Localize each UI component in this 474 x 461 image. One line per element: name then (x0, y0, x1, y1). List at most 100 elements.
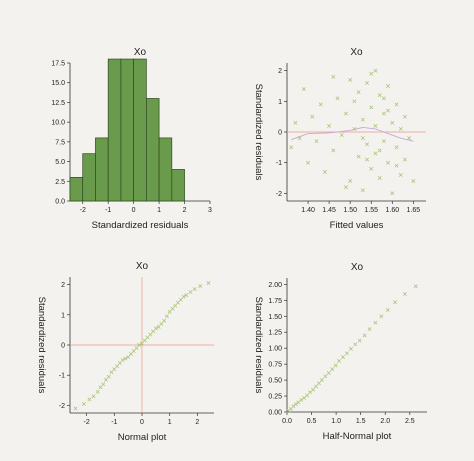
data-point (369, 105, 374, 110)
smooth-line (291, 126, 414, 142)
data-point (348, 179, 353, 184)
data-point (181, 294, 186, 299)
y-tick-label: 0.25 (268, 394, 282, 401)
data-point (352, 99, 357, 104)
data-point (115, 364, 120, 369)
data-point (362, 333, 367, 338)
data-point (286, 408, 291, 413)
data-point (322, 169, 327, 174)
data-point (291, 404, 296, 409)
data-point (311, 387, 315, 392)
data-point (402, 114, 407, 119)
data-point (360, 117, 365, 122)
data-point (137, 343, 142, 347)
y-tick-label: 1.50 (268, 314, 282, 321)
y-tick-label: 5.0 (55, 159, 65, 166)
chart-title: Xo (350, 47, 363, 58)
data-point (356, 154, 361, 159)
y-tick-label: 2.5 (55, 179, 65, 186)
x-tick-label: 1.65 (407, 207, 421, 214)
data-point (297, 136, 302, 141)
y-tick-label: 1.00 (268, 346, 282, 353)
data-point (310, 114, 315, 119)
y-tick-label: -2 (59, 403, 65, 410)
data-point (360, 188, 365, 193)
y-tick-label: 15.0 (51, 80, 65, 87)
x-tick-label: 2 (195, 419, 199, 426)
data-point (156, 324, 161, 329)
y-tick-label: 2.00 (268, 282, 282, 289)
x-tick-label: 0 (140, 419, 144, 426)
data-point (369, 71, 374, 76)
data-point (337, 359, 342, 363)
data-point (140, 341, 144, 346)
y-axis-label: Standardized residuals (253, 297, 264, 394)
data-point (73, 406, 78, 411)
data-point (131, 349, 136, 353)
data-point (142, 338, 147, 343)
data-point (318, 102, 323, 107)
y-tick-label: 17.5 (51, 61, 65, 68)
data-point (104, 377, 108, 382)
x-tick-label: -1 (111, 419, 117, 426)
data-point (369, 166, 374, 171)
data-point (344, 111, 348, 116)
y-tick-label: 0.75 (268, 362, 282, 369)
data-point (331, 74, 336, 79)
data-point (167, 309, 172, 314)
data-point (352, 126, 357, 131)
data-point (87, 397, 92, 402)
data-point (411, 179, 416, 184)
data-point (373, 151, 378, 156)
data-point (360, 136, 365, 141)
data-point (162, 318, 167, 323)
y-tick-label: 1.75 (268, 298, 282, 305)
data-point (386, 108, 391, 113)
x-axis-label: Standardized residuals (92, 220, 189, 231)
y-tick-label: 10.0 (51, 120, 65, 127)
x-tick-label: 3 (208, 207, 212, 214)
data-point (377, 176, 382, 180)
histogram-bar (120, 58, 134, 202)
data-point (123, 356, 128, 361)
data-point (394, 102, 399, 107)
histogram-bar (69, 176, 84, 202)
y-tick-label: 0.0 (55, 199, 65, 206)
data-point (348, 77, 353, 82)
y-tick-label: 0 (61, 343, 65, 350)
x-tick-label: 0.5 (307, 418, 317, 425)
histogram-bar (158, 137, 173, 202)
data-point (394, 163, 399, 168)
x-axis-label: Normal plot (118, 432, 167, 443)
y-tick-label: -2 (276, 191, 282, 198)
data-point (316, 381, 321, 386)
data-point (176, 300, 180, 305)
data-point (390, 120, 395, 125)
data-point (293, 402, 298, 407)
data-point (117, 361, 122, 366)
chart-title: Xo (351, 262, 364, 273)
x-axis-label: Half-Normal plot (323, 431, 392, 442)
data-point (112, 367, 117, 372)
x-tick-label: -2 (83, 419, 89, 426)
data-point (373, 320, 378, 325)
data-point (365, 157, 369, 162)
data-point (148, 332, 153, 337)
data-point (153, 326, 158, 331)
histogram-bar (171, 169, 185, 202)
data-point (109, 370, 114, 375)
data-point (348, 346, 353, 351)
data-point (301, 87, 306, 92)
data-point (377, 93, 382, 98)
x-tick-label: 1.0 (331, 418, 341, 425)
data-point (357, 338, 362, 343)
data-point (373, 123, 378, 128)
data-point (306, 160, 311, 165)
data-point (206, 281, 211, 285)
histogram-bar (95, 137, 109, 202)
data-point (381, 139, 386, 144)
data-point (353, 342, 358, 347)
x-tick-label: 1.60 (385, 207, 399, 214)
